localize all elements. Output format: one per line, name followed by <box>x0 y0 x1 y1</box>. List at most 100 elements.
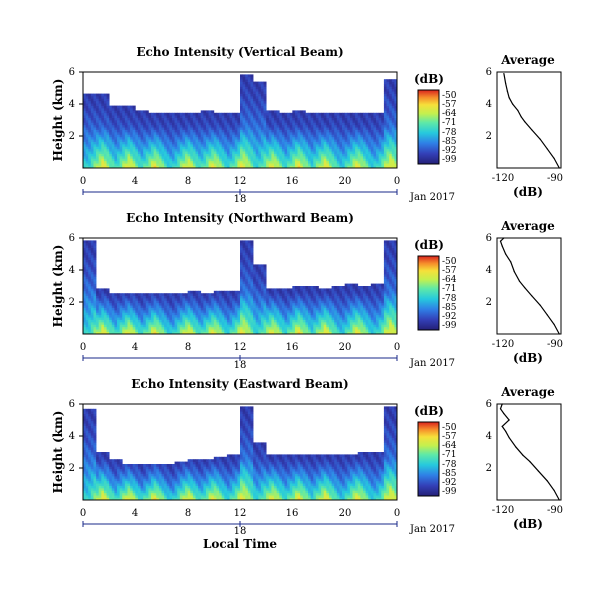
heatmap-cell <box>245 100 249 104</box>
heatmap-cell <box>250 163 254 166</box>
heatmap-cell <box>268 329 272 332</box>
heatmap-cell <box>234 293 238 296</box>
heatmap-cell <box>281 148 285 152</box>
heatmap-cell <box>360 153 364 157</box>
heatmap-cell <box>166 153 170 157</box>
heatmap-cell <box>224 148 228 152</box>
heatmap-cell <box>237 132 241 135</box>
heatmap-cell <box>258 129 262 133</box>
heatmap-cell <box>287 290 291 294</box>
heatmap-cell <box>85 144 89 147</box>
heatmap-cell <box>103 146 107 150</box>
heatmap-cell <box>253 314 257 318</box>
heatmap-cell <box>250 76 254 80</box>
heatmap-cell <box>245 305 249 308</box>
heatmap-cell <box>237 293 241 296</box>
heatmap-cell <box>258 271 262 275</box>
heatmap-cell <box>148 146 152 150</box>
heatmap-cell <box>153 124 157 128</box>
heatmap-cell <box>182 112 186 116</box>
heatmap-cell <box>242 245 246 248</box>
heatmap-cell <box>242 324 246 328</box>
heatmap-cell <box>226 112 230 116</box>
heatmap-cell <box>313 165 317 169</box>
heatmap-cell <box>151 117 154 121</box>
heatmap-cell <box>85 293 89 296</box>
heatmap-cell <box>263 91 267 94</box>
heatmap-cell <box>263 132 267 135</box>
heatmap-cell <box>260 269 264 272</box>
heatmap-cell <box>93 132 97 135</box>
heatmap-cell <box>195 115 199 118</box>
heatmap-cell <box>190 117 194 121</box>
heatmap-cell <box>292 310 296 313</box>
heatmap-cell <box>224 322 228 325</box>
heatmap-cell <box>127 302 131 306</box>
heatmap-cell <box>234 312 238 316</box>
heatmap-cell <box>297 288 301 292</box>
heatmap-cell <box>151 165 154 169</box>
heatmap-cell <box>323 127 327 130</box>
heatmap-cell <box>216 290 220 294</box>
heatmap-cell <box>342 151 346 154</box>
heatmap-cell <box>85 127 89 130</box>
heatmap-cell <box>284 331 288 335</box>
heatmap-cell <box>224 163 228 166</box>
heatmap-cell <box>130 298 134 301</box>
heatmap-cell <box>328 163 332 166</box>
heatmap-cell <box>185 293 189 296</box>
heatmap-cell <box>148 115 152 118</box>
heatmap-cell <box>224 160 228 164</box>
heatmap-cell <box>114 110 118 114</box>
heatmap-cell <box>360 163 364 166</box>
heatmap-cell <box>135 151 139 154</box>
heatmap-cell <box>216 331 220 335</box>
heatmap-cell <box>308 293 311 296</box>
heatmap-cell <box>174 117 178 121</box>
heatmap-cell <box>93 290 97 294</box>
heatmap-cell <box>250 151 254 154</box>
heatmap-cell <box>305 163 309 166</box>
heatmap-cell <box>109 122 113 126</box>
average-line-layer <box>503 73 560 169</box>
heatmap-cell <box>208 319 212 323</box>
heatmap-cell <box>240 240 243 244</box>
heatmap-cell <box>224 146 228 150</box>
heatmap-cell <box>153 117 157 121</box>
heatmap-cell <box>394 115 398 118</box>
heatmap-cell <box>171 139 175 142</box>
heatmap-cell <box>373 151 377 154</box>
heatmap-cell <box>127 293 131 296</box>
heatmap-cell <box>174 307 178 311</box>
heatmap-cell <box>169 317 173 320</box>
heatmap-cell <box>140 156 144 159</box>
heatmap-cell <box>297 112 301 116</box>
heatmap-cell <box>205 160 209 164</box>
heatmap-cell <box>179 298 183 301</box>
heatmap-cell <box>137 148 141 152</box>
heatmap-cell <box>326 117 330 121</box>
average-profile-point <box>553 157 555 159</box>
heatmap-cell <box>260 141 264 145</box>
heatmap-cell <box>90 245 94 248</box>
heatmap-cell <box>187 122 191 126</box>
heatmap-cell <box>245 295 249 299</box>
heatmap-cell <box>300 127 304 130</box>
heatmap-cell <box>119 144 123 147</box>
heatmap-cell <box>323 160 327 164</box>
heatmap-cell <box>122 151 126 154</box>
heatmap-cell <box>83 129 86 133</box>
heatmap-cell <box>318 124 322 128</box>
heatmap-cell <box>132 295 136 299</box>
heatmap-cell <box>96 136 100 140</box>
heatmap-cell <box>247 264 251 268</box>
heatmap-cell <box>213 112 217 116</box>
heatmap-cell <box>305 144 309 147</box>
heatmap-cell <box>166 310 170 313</box>
heatmap-cell <box>276 324 280 328</box>
heatmap-cell <box>240 300 243 304</box>
heatmap-cell <box>373 158 377 162</box>
heatmap-cell <box>114 124 118 128</box>
heatmap-cell <box>326 165 330 169</box>
heatmap-cell <box>177 144 181 147</box>
